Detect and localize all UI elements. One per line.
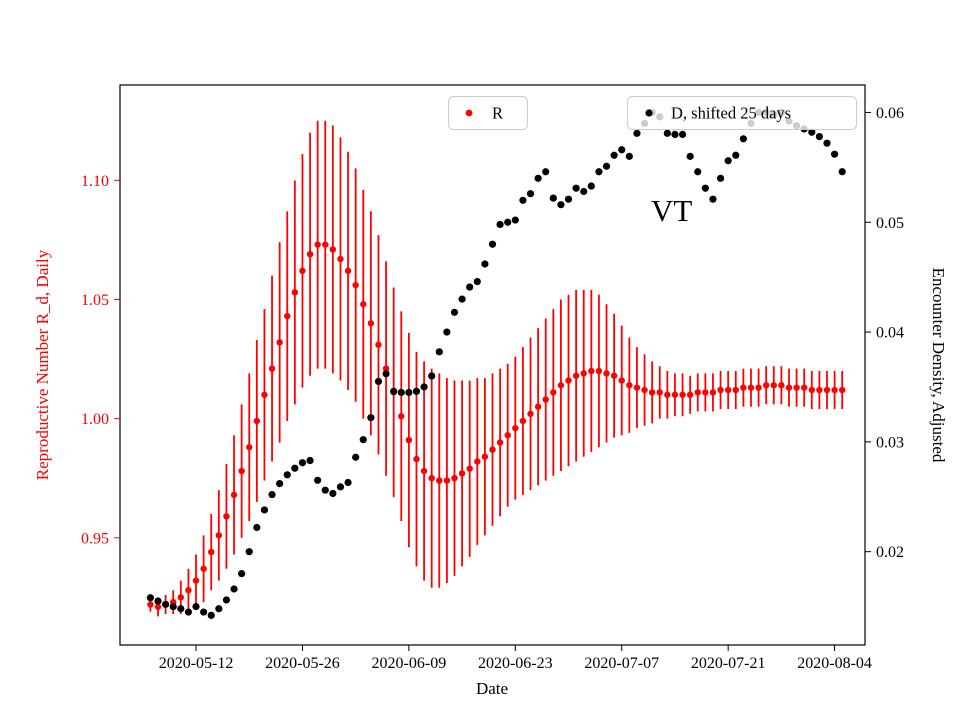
- r-series-points: [147, 241, 846, 611]
- x-tick-label: 2020-05-12: [159, 655, 234, 672]
- legend-r-frame: [448, 96, 528, 130]
- legend-r: R: [448, 96, 528, 130]
- right-y-tick-label: 0.06: [876, 105, 904, 122]
- x-axis-label: Date: [476, 679, 508, 698]
- x-tick-label: 2020-06-23: [478, 655, 553, 672]
- legend-r-marker-icon: [465, 109, 473, 117]
- left-y-tick-label: 1.00: [81, 411, 109, 428]
- legend-d: D, shifted 25 days: [627, 96, 857, 130]
- x-tick-label: 2020-06-09: [372, 655, 447, 672]
- right-y-tick-label: 0.04: [876, 325, 904, 342]
- left-axis-ticks: 0.95 1.00 1.05 1.10: [81, 173, 120, 547]
- x-tick-label: 2020-08-04: [797, 655, 872, 672]
- x-tick-label: 2020-05-26: [265, 655, 340, 672]
- legend-r-label: R: [492, 104, 503, 123]
- x-axis-ticks: 2020-05-12 2020-05-26 2020-06-09 2020-06-23…: [159, 645, 872, 672]
- left-y-axis-label: Reproductive Number R_d, Daily: [33, 249, 52, 480]
- d-series-points: [146, 108, 846, 619]
- legend-d-marker-icon: [645, 109, 653, 117]
- x-tick-label: 2020-07-07: [584, 655, 659, 672]
- left-y-tick-label: 0.95: [81, 530, 109, 547]
- legend-d-label: D, shifted 25 days: [671, 104, 791, 123]
- right-y-axis-label: Encounter Density, Adjusted: [929, 268, 948, 463]
- x-tick-label: 2020-07-21: [691, 655, 766, 672]
- plot-border: [119, 84, 866, 646]
- legend-d-frame: [627, 96, 857, 130]
- right-y-tick-label: 0.03: [876, 434, 904, 451]
- right-axis-ticks: 0.02 0.03 0.04 0.05 0.06: [865, 105, 904, 561]
- right-y-tick-label: 0.02: [876, 544, 904, 561]
- state-annotation: VT: [651, 193, 692, 228]
- right-y-tick-label: 0.05: [876, 215, 904, 232]
- left-y-tick-label: 1.05: [81, 292, 109, 309]
- left-y-tick-label: 1.10: [81, 173, 109, 190]
- r-error-bars: [149, 120, 844, 617]
